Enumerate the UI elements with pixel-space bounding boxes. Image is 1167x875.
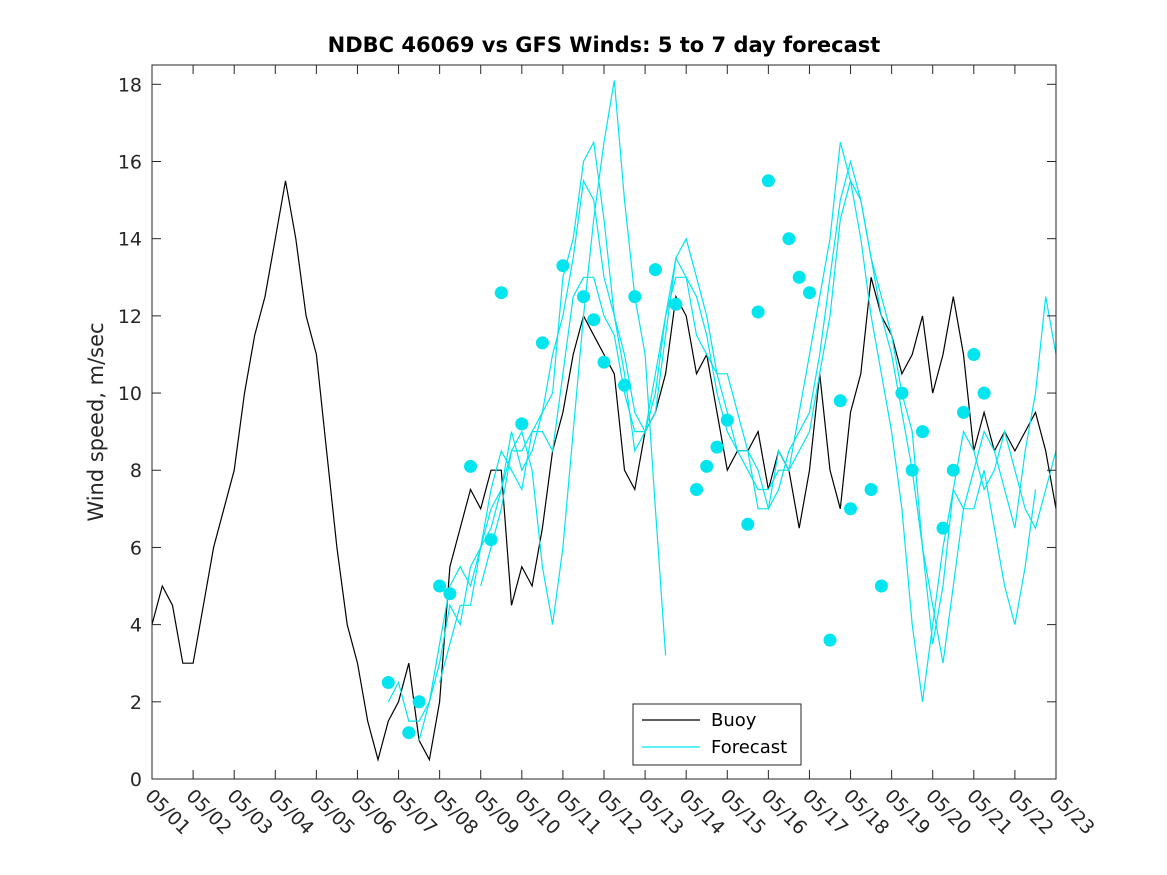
y-tick-label: 14 xyxy=(118,229,142,251)
forecast-marker xyxy=(535,336,549,350)
forecast-marker xyxy=(515,417,529,431)
y-tick-label: 10 xyxy=(118,383,142,405)
chart-title: NDBC 46069 vs GFS Winds: 5 to 7 day fore… xyxy=(328,33,881,57)
y-tick-label: 6 xyxy=(130,537,142,559)
forecast-marker xyxy=(464,459,477,473)
forecast-marker xyxy=(946,463,960,477)
legend-label-buoy: Buoy xyxy=(711,710,757,731)
plot-area xyxy=(152,65,1056,779)
y-tick-label: 0 xyxy=(130,769,142,791)
forecast-marker xyxy=(957,405,970,419)
forecast-marker xyxy=(587,313,601,327)
forecast-marker xyxy=(700,459,714,473)
forecast-marker xyxy=(741,517,755,531)
forecast-marker xyxy=(669,297,683,311)
y-tick-label: 4 xyxy=(130,615,142,637)
forecast-marker xyxy=(833,394,847,408)
legend-box xyxy=(632,703,802,766)
series-forecast-line-1 xyxy=(387,179,1057,722)
forecast-marker xyxy=(494,286,508,300)
forecast-marker xyxy=(443,587,457,601)
forecast-marker xyxy=(864,483,878,496)
forecast-marker xyxy=(556,259,570,273)
forecast-marker xyxy=(844,502,857,516)
y-axis-label: Wind speed, m/sec xyxy=(84,322,108,521)
series-layer xyxy=(151,80,1057,763)
forecast-marker xyxy=(710,440,724,454)
forecast-marker xyxy=(936,521,950,535)
forecast-marker xyxy=(751,305,765,319)
y-tick-label: 18 xyxy=(118,74,142,96)
forecast-marker xyxy=(874,579,888,593)
y-tick-label: 16 xyxy=(118,151,142,173)
series-buoy-line xyxy=(151,180,1057,763)
forecast-marker xyxy=(412,695,426,709)
forecast-marker xyxy=(577,290,590,304)
forecast-marker xyxy=(782,232,796,246)
forecast-marker xyxy=(761,174,775,188)
y-tick-label: 12 xyxy=(118,306,142,328)
forecast-marker xyxy=(895,386,909,400)
forecast-marker xyxy=(916,425,929,439)
forecast-marker xyxy=(402,726,416,740)
forecast-marker xyxy=(803,286,816,300)
forecast-marker xyxy=(792,270,806,284)
legend-label-forecast: Forecast xyxy=(711,737,787,758)
forecast-marker xyxy=(433,579,447,593)
forecast-marker xyxy=(905,463,919,477)
forecast-marker xyxy=(628,290,642,304)
forecast-marker xyxy=(484,533,498,547)
forecast-marker xyxy=(823,633,837,647)
y-tick-label: 2 xyxy=(130,692,142,714)
forecast-marker xyxy=(977,386,991,400)
forecast-marker xyxy=(597,355,611,369)
forecast-marker xyxy=(690,483,703,496)
forecast-marker xyxy=(648,263,662,277)
forecast-marker xyxy=(618,378,631,392)
legend: Buoy Forecast xyxy=(632,703,802,766)
forecast-marker xyxy=(381,676,395,689)
forecast-marker xyxy=(720,413,734,427)
forecast-marker xyxy=(967,348,981,361)
y-tick-label: 8 xyxy=(130,460,142,482)
series-forecast-line-3 xyxy=(418,140,1037,741)
